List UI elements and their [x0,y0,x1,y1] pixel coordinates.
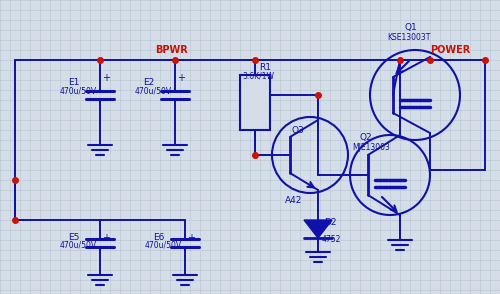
Text: +: + [102,233,110,243]
Bar [240,75,270,130]
Text: E2: E2 [143,78,154,87]
Text: POWER: POWER [430,45,470,55]
Polygon shape [304,220,332,238]
Text: BPWR: BPWR [155,45,188,55]
Text: 470u/50V: 470u/50V [145,241,182,250]
Text: +: + [102,73,110,83]
Text: A42: A42 [285,196,302,205]
Text: Q2: Q2 [360,133,372,142]
Text: 470u/50V: 470u/50V [60,86,97,95]
Text: 470u/50V: 470u/50V [135,86,172,95]
Text: Q3: Q3 [292,126,305,135]
Text: E1: E1 [68,78,80,87]
Text: +: + [177,73,185,83]
Text: +: + [187,233,195,243]
Text: D2: D2 [324,218,336,227]
Text: 4752: 4752 [322,235,342,244]
Text: KSE13003T: KSE13003T [387,33,430,42]
Text: R1: R1 [259,63,271,72]
Text: MJE13003: MJE13003 [352,143,390,152]
Text: 3.6K/1W: 3.6K/1W [242,71,274,80]
Text: Q1: Q1 [405,23,417,32]
Text: 470u/50V: 470u/50V [60,241,97,250]
Text: E6: E6 [153,233,164,242]
Text: E5: E5 [68,233,80,242]
